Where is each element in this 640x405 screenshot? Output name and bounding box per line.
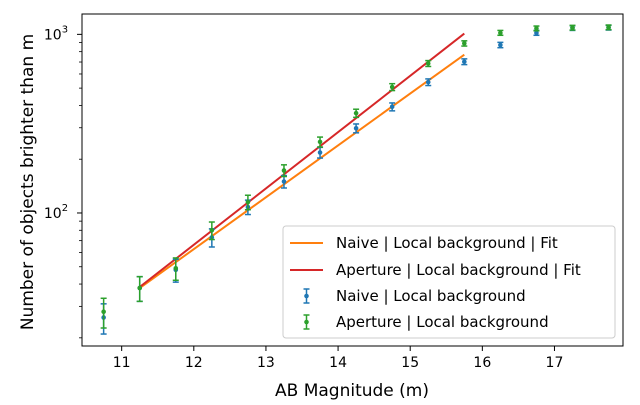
legend-marker xyxy=(304,319,309,325)
data-point xyxy=(353,125,359,131)
x-tick-label: 16 xyxy=(473,355,491,371)
data-point xyxy=(462,59,467,64)
data-point xyxy=(245,199,251,205)
data-point xyxy=(606,25,611,30)
data-point xyxy=(137,285,143,291)
x-tick-label: 15 xyxy=(401,355,419,371)
data-point xyxy=(281,168,287,173)
data-point xyxy=(389,84,395,90)
legend-label: Naive | Local background | Fit xyxy=(336,234,558,252)
y-tick-label: 103 xyxy=(44,24,68,43)
data-point xyxy=(353,110,359,116)
data-point xyxy=(534,26,539,31)
x-axis: 11 12 13 14 15 16 17 xyxy=(113,346,564,371)
legend-marker xyxy=(304,293,309,299)
data-point xyxy=(570,25,575,30)
legend-label: Naive | Local background xyxy=(336,287,526,305)
x-axis-label: AB Magnitude (m) xyxy=(275,381,429,401)
y-axis-label: Number of objects brighter than m xyxy=(18,34,38,330)
data-point xyxy=(209,227,215,233)
legend-box xyxy=(282,225,616,339)
data-point xyxy=(498,30,503,36)
fit-line xyxy=(139,53,465,289)
fit-line xyxy=(139,32,465,288)
legend-label: Aperture | Local background | Fit xyxy=(336,261,581,279)
data-point xyxy=(389,104,395,110)
errorbar-series-group xyxy=(100,24,612,329)
x-tick-label: 11 xyxy=(113,355,131,371)
x-tick-label: 13 xyxy=(257,355,275,371)
data-point xyxy=(462,41,467,46)
data-point xyxy=(317,150,323,155)
data-point xyxy=(173,266,179,271)
data-point xyxy=(425,61,431,66)
x-tick-label: 17 xyxy=(546,355,564,371)
data-point xyxy=(281,179,287,184)
data-point xyxy=(425,79,431,85)
legend-entries: Naive | Local background | Fit Aperture |… xyxy=(290,234,581,331)
data-point xyxy=(101,309,106,315)
y-axis: 102 103 xyxy=(44,24,82,339)
data-point xyxy=(534,30,539,36)
x-tick-label: 12 xyxy=(185,355,203,371)
fit-lines xyxy=(139,32,465,289)
data-point xyxy=(498,42,503,48)
x-tick-label: 14 xyxy=(329,355,347,371)
legend: Naive | Local background | Fit Aperture |… xyxy=(282,225,616,339)
y-tick-label: 102 xyxy=(44,203,68,222)
data-point xyxy=(317,139,323,145)
errorbar-series xyxy=(100,24,612,335)
plot-frame xyxy=(81,13,624,347)
legend-label: Aperture | Local background xyxy=(336,313,549,331)
